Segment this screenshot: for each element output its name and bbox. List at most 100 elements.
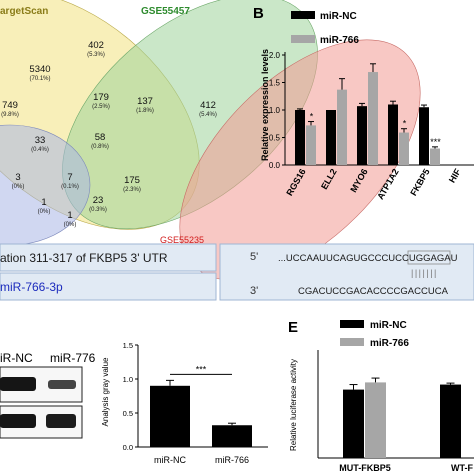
venn-diagram: argetScan GSE55457 GSE55235 [0, 0, 421, 281]
venn-region-count: 1 [41, 197, 46, 208]
bar-d [212, 425, 252, 447]
bar-b [295, 110, 305, 165]
y-tick-label-b: 1.5 [269, 79, 281, 88]
legend-b-swatch-766 [291, 35, 315, 43]
venn-region-count: 33 [35, 135, 46, 146]
venn-region-count: 412 [200, 100, 216, 111]
blot-band-2a [0, 414, 36, 428]
venn-region-percent: (0%) [12, 184, 25, 190]
venn-region-percent: (0%) [38, 209, 51, 215]
bar-e [365, 382, 386, 458]
ylabel-e: Relative luciferase activity [289, 359, 298, 451]
venn-region-count: 5340 [29, 64, 50, 75]
legend-b-label-nc: miR-NC [320, 11, 357, 22]
y-tick-label-d: 0.5 [123, 409, 133, 418]
binding-site-panel: ation 311-317 of FKBP5 3' UTR miR-766-3p… [0, 243, 474, 301]
bar-b [306, 125, 316, 165]
venn-region-percent: (2.3%) [123, 187, 141, 193]
binding-site-text: ation 311-317 of FKBP5 3' UTR [0, 251, 168, 265]
bar-b [419, 107, 429, 165]
blot-band-1a [0, 377, 36, 391]
venn-region-percent: (0%) [64, 222, 77, 228]
y-tick-label-b: 1.0 [269, 106, 281, 115]
significance-b: *** [430, 137, 441, 147]
chart-d: 0.0 0.5 1.0 1.5 miR-NC miR-766 *** [123, 341, 268, 465]
legend-b: miR-NC miR-766 [291, 11, 359, 46]
mirna-name: miR-766-3p [0, 280, 63, 294]
x-tick-label-d: miR-766 [215, 455, 249, 465]
mir-seq-prefix: CGACUCCGACACCCC [298, 286, 401, 297]
y-tick-label-d: 1.5 [123, 341, 133, 350]
utr-seq-suffix: U [451, 253, 458, 264]
x-tick-label-b: FKBP5 [408, 167, 431, 198]
utr-seq-highlight: CUGGAGA [402, 253, 451, 264]
x-tick-label-e: WT-F [451, 463, 473, 473]
seed-highlight-box [407, 250, 451, 265]
y-tick-label-b: 2.0 [269, 51, 281, 60]
bar-e [343, 389, 364, 458]
panel-label-b: B [253, 5, 264, 22]
y-tick-label-d: 0.0 [123, 443, 133, 452]
bar-b [430, 148, 440, 165]
venn-region-percent: (5.3%) [87, 52, 105, 58]
venn-region-count: 1 [67, 210, 72, 221]
blot-band-1b [48, 380, 76, 389]
five-prime-label: 5' [250, 251, 258, 263]
venn-region-count: 7 [67, 172, 72, 183]
venn-region-count: 58 [95, 132, 106, 143]
panel-label-e: E [288, 319, 298, 336]
venn-label-1: argetScan [0, 6, 48, 17]
western-blot: iR-NC miR-776 [0, 351, 96, 439]
binding-box-top [0, 243, 217, 272]
binding-box-right [219, 243, 474, 301]
lane-label-1: iR-NC [0, 351, 33, 365]
legend-e-label-766: miR-766 [370, 338, 409, 349]
bar-b [357, 106, 367, 165]
venn-region-percent: (0.3%) [89, 207, 107, 213]
binding-box-bottom [0, 272, 217, 301]
significance-b: * [310, 112, 314, 122]
legend-e-swatch-766 [340, 338, 364, 346]
venn-region-percent: (9.8%) [1, 112, 19, 118]
x-tick-label-b: HIF [447, 167, 463, 185]
venn-region-count: 23 [93, 195, 104, 206]
ylabel-d: Analysis gray value [101, 357, 110, 426]
venn-region-percent: (1.8%) [136, 108, 154, 114]
bar-b [388, 104, 398, 165]
mir-seq-highlight: GACCUCA [400, 286, 448, 297]
venn-region-count: 175 [124, 175, 140, 186]
venn-region-percent: (5.4%) [199, 112, 217, 118]
venn-region-count: 179 [93, 92, 109, 103]
venn-region-percent: (0.8%) [91, 144, 109, 150]
legend-e-label-nc: miR-NC [370, 320, 407, 331]
bar-d [150, 385, 190, 447]
venn-region-percent: (0.4%) [31, 147, 49, 153]
x-tick-label-e: MUT-FKBP5 [339, 463, 391, 473]
venn-region-count: 3 [15, 172, 20, 183]
legend-e-swatch-nc [340, 320, 364, 328]
blot-band-2b [46, 414, 76, 428]
bar-b [337, 89, 347, 165]
venn-region-count: 402 [88, 40, 104, 51]
venn-region-percent: (2.5%) [92, 104, 110, 110]
y-tick-label-b: 0.0 [269, 161, 281, 170]
utr-sequence: ...UCCAAUUCAGUGCCCUCCUGGAGAU [278, 253, 458, 264]
bar-e [440, 384, 461, 458]
lane-label-2: miR-776 [50, 351, 96, 365]
base-pair-bonds: ||||||| [411, 268, 438, 278]
venn-region-percent: (70.1%) [29, 76, 50, 82]
bar-b [399, 132, 409, 165]
venn-region-count: 749 [2, 100, 18, 111]
venn-label-2: GSE55457 [141, 6, 190, 17]
ylabel-b: Relative expression levels [260, 49, 270, 161]
mirna-sequence: CGACUCCGACACCCCGACCUCA [298, 286, 449, 297]
significance-b: * [403, 119, 407, 129]
bar-b [368, 72, 378, 165]
y-tick-label-b: 0.5 [269, 134, 281, 143]
significance-d: *** [196, 364, 207, 374]
venn-region-count: 137 [137, 96, 153, 107]
legend-e: miR-NC miR-766 [340, 320, 409, 349]
venn-region-percent: (0.1%) [61, 184, 79, 190]
utr-seq-prefix: ...UCCAAUUCAGUGCCCUC [278, 253, 402, 264]
